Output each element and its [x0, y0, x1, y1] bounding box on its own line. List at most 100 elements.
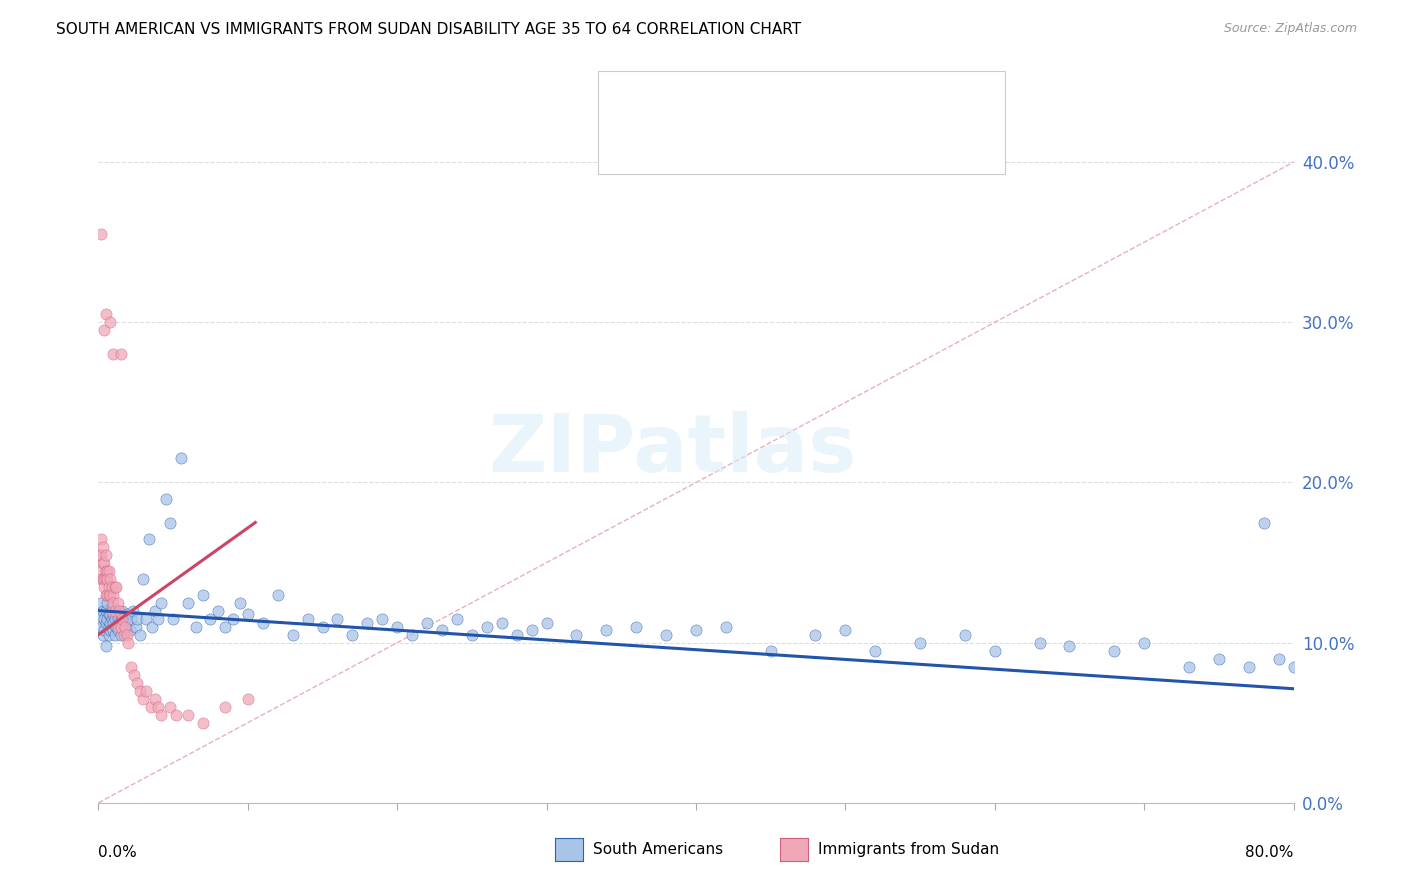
Point [112, 623, 135, 637]
Point [120, 612, 142, 626]
Text: Immigrants from Sudan: Immigrants from Sudan [818, 842, 1000, 856]
Point [110, 619, 132, 633]
Point [89, 548, 111, 562]
Point [103, 607, 125, 621]
Point [103, 588, 125, 602]
Point [1178, 659, 1201, 673]
Point [491, 616, 513, 631]
Point [655, 627, 678, 641]
Point [111, 612, 134, 626]
Point [214, 699, 236, 714]
Point [222, 612, 245, 626]
Point [110, 627, 132, 641]
Text: SOUTH AMERICAN VS IMMIGRANTS FROM SUDAN DISABILITY AGE 35 TO 64 CORRELATION CHAR: SOUTH AMERICAN VS IMMIGRANTS FROM SUDAN … [56, 22, 801, 37]
Point [401, 627, 423, 641]
Point [132, 691, 155, 706]
Point [94, 639, 117, 653]
Point [90, 596, 112, 610]
Point [111, 616, 134, 631]
Point [953, 627, 976, 641]
Point [908, 635, 931, 649]
Point [98, 588, 122, 602]
Point [311, 619, 333, 633]
Point [112, 627, 135, 641]
Point [103, 596, 125, 610]
Point [148, 612, 170, 626]
Point [97, 588, 120, 602]
Point [104, 612, 127, 626]
Point [94, 307, 117, 321]
Point [139, 699, 162, 714]
Point [371, 612, 394, 626]
Point [132, 572, 155, 586]
Point [506, 627, 529, 641]
Point [159, 699, 181, 714]
Text: Source: ZipAtlas.com: Source: ZipAtlas.com [1223, 22, 1357, 36]
Point [804, 627, 827, 641]
Point [94, 616, 117, 631]
Point [177, 596, 200, 610]
Point [94, 604, 117, 618]
Text: 80.0%: 80.0% [1246, 845, 1294, 860]
Point [97, 580, 120, 594]
Point [162, 612, 184, 626]
Point [114, 619, 136, 633]
Point [1267, 651, 1289, 665]
Point [1133, 635, 1156, 649]
Point [103, 623, 125, 637]
Text: N =: N = [808, 87, 842, 101]
Point [117, 616, 139, 631]
Point [252, 616, 274, 631]
Point [191, 715, 214, 730]
Point [475, 619, 498, 633]
Point [93, 556, 115, 570]
Point [91, 540, 114, 554]
Point [129, 683, 152, 698]
Point [461, 627, 484, 641]
Point [103, 616, 125, 631]
Point [107, 612, 129, 626]
Point [90, 532, 112, 546]
Point [326, 612, 349, 626]
Point [1208, 651, 1230, 665]
Point [626, 619, 648, 633]
Text: R =: R = [659, 124, 693, 138]
Point [93, 572, 115, 586]
Point [96, 572, 118, 586]
Point [207, 604, 229, 618]
Point [127, 612, 149, 626]
Point [98, 315, 122, 329]
Point [356, 616, 378, 631]
Point [129, 627, 152, 641]
Text: -0.285: -0.285 [714, 87, 769, 101]
Point [114, 612, 136, 626]
Point [96, 588, 118, 602]
Point [98, 616, 122, 631]
Text: 0.128: 0.128 [714, 124, 762, 138]
Point [114, 619, 136, 633]
Point [105, 619, 128, 633]
Point [93, 323, 115, 337]
Point [685, 623, 707, 637]
Point [1104, 643, 1126, 657]
Point [101, 604, 124, 618]
Point [135, 683, 157, 698]
Point [91, 627, 114, 641]
Point [1059, 639, 1081, 653]
Point [96, 564, 118, 578]
Point [110, 347, 132, 361]
Point [107, 619, 129, 633]
Point [97, 627, 120, 641]
Point [89, 612, 111, 626]
Point [214, 619, 236, 633]
Point [90, 227, 112, 242]
Point [446, 612, 468, 626]
Point [236, 691, 259, 706]
Text: N =: N = [808, 124, 842, 138]
Point [90, 619, 112, 633]
Point [111, 604, 134, 618]
Point [101, 580, 124, 594]
Point [148, 699, 170, 714]
Point [1298, 655, 1320, 669]
Point [94, 588, 117, 602]
